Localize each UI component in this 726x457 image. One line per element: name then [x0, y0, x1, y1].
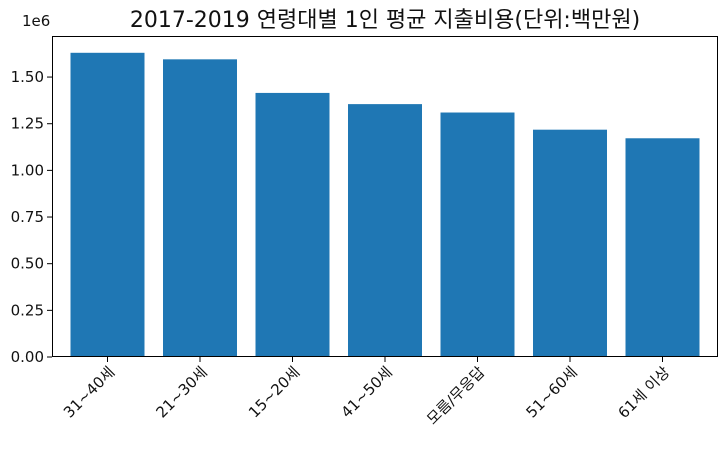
bar [533, 129, 607, 357]
y-axis-offset-label: 1e6 [22, 12, 50, 30]
x-tick-label: 21~30세 [152, 363, 210, 421]
x-axis-ticks: 31~40세 21~30세 15~20세 41~50세 모름/무응답 51~60세 61세 … [60, 357, 673, 428]
y-tick-label: 1.00 [11, 161, 44, 179]
y-tick-label: 0.25 [11, 301, 44, 319]
x-tick-label: 31~40세 [60, 363, 118, 421]
bar [625, 138, 700, 357]
y-tick-label: 0.75 [11, 208, 44, 226]
plot-frame [52, 36, 718, 357]
x-tick-label: 모름/무응답 [423, 363, 488, 428]
x-tick-label: 41~50세 [337, 363, 395, 421]
x-tick-label: 61세 이상 [614, 363, 673, 422]
y-tick-label: 0.00 [11, 348, 44, 366]
bar [163, 59, 237, 357]
y-tick-label: 1.25 [11, 115, 44, 133]
x-tick-label: 51~60세 [522, 363, 580, 421]
chart-title: 2017-2019 연령대별 1인 평균 지출비용(단위:백만원) [130, 8, 640, 33]
y-axis-ticks: 0.00 0.25 0.50 0.75 1.00 1.25 1.50 [11, 68, 52, 366]
bars-group [70, 52, 700, 358]
x-tick-label: 15~20세 [245, 363, 303, 421]
bar [348, 104, 422, 357]
y-tick-label: 1.50 [11, 68, 44, 86]
bar [70, 52, 145, 358]
y-tick-label: 0.50 [11, 255, 44, 273]
bar [255, 92, 330, 357]
bar [440, 112, 515, 357]
